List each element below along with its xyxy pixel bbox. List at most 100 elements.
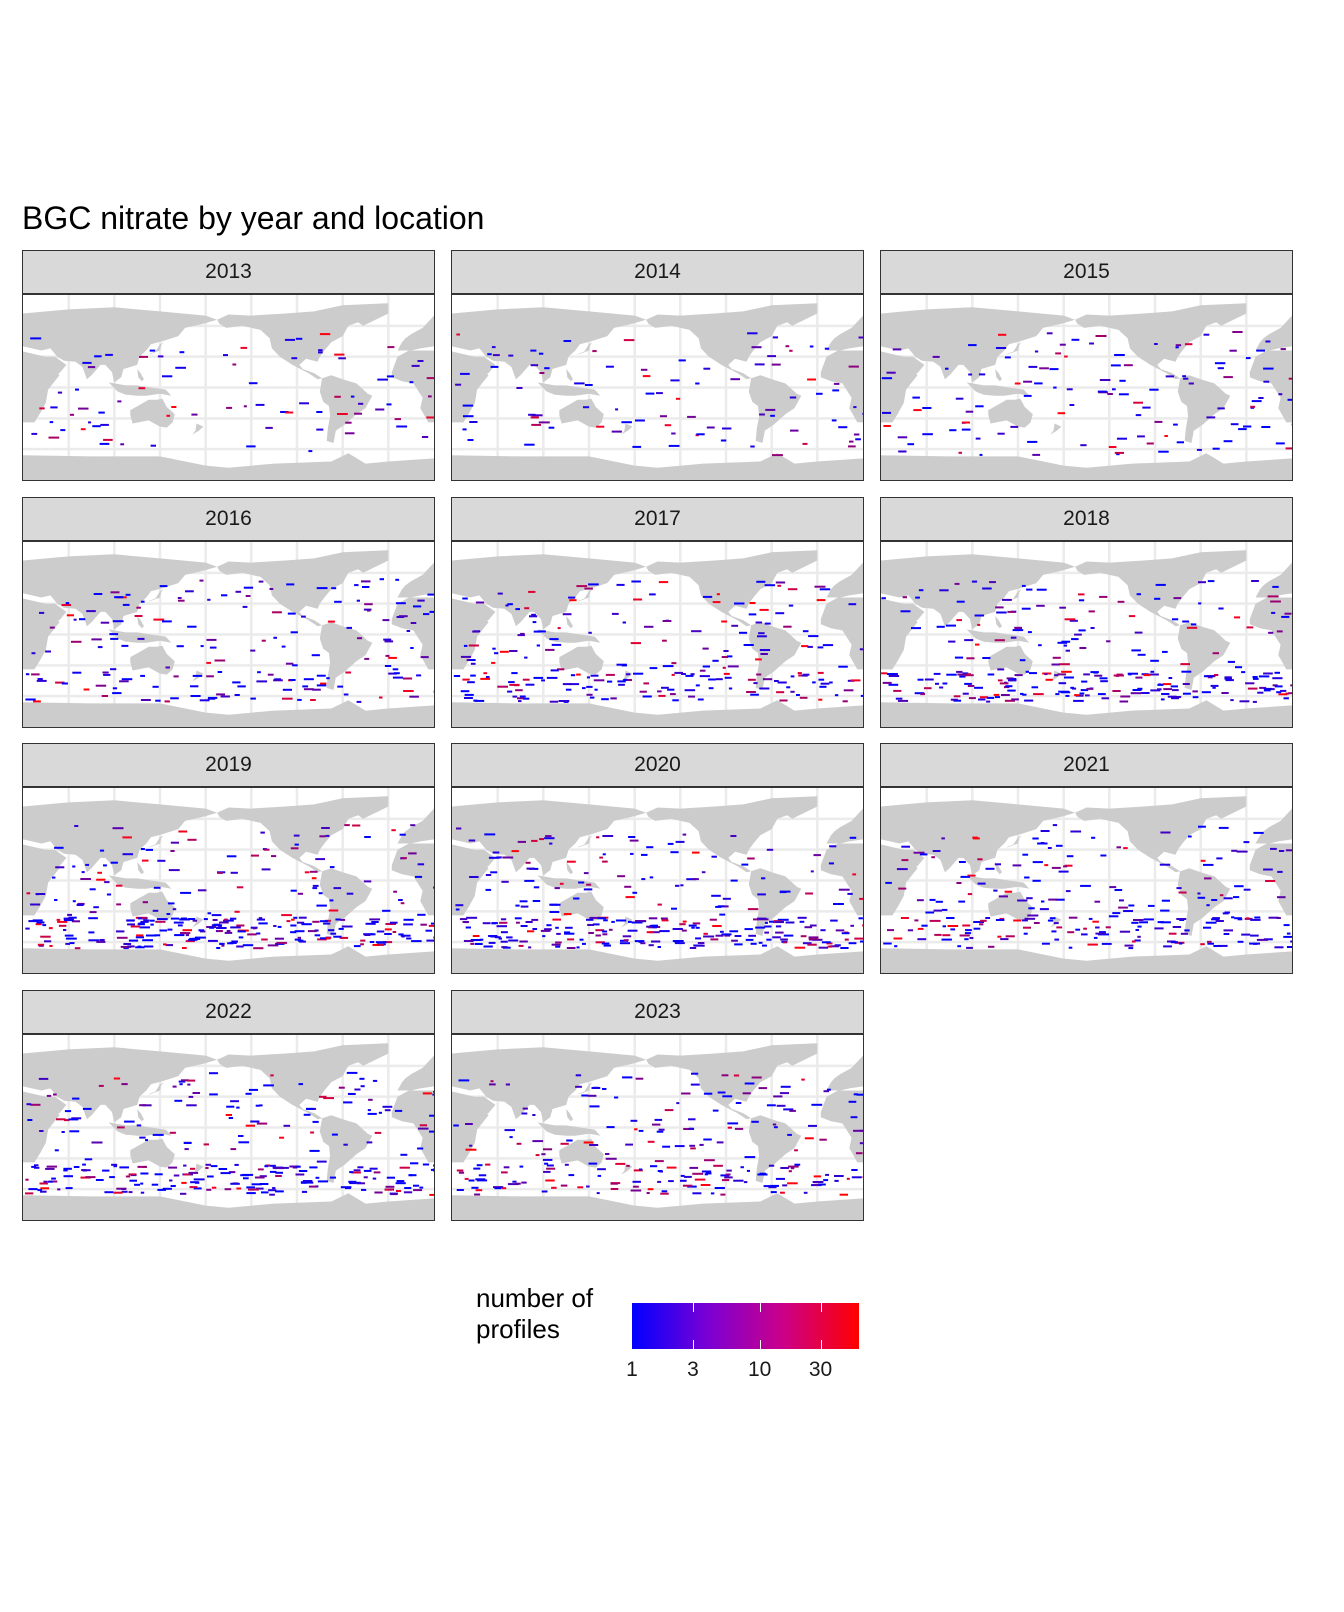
profile-cell — [168, 1166, 178, 1169]
profile-cell — [849, 440, 854, 443]
profile-cell — [178, 1080, 186, 1083]
profile-cell — [812, 938, 823, 941]
profile-cell — [929, 898, 936, 901]
profile-cell — [746, 1169, 750, 1172]
land-mass — [148, 589, 164, 602]
profile-cell — [525, 861, 531, 864]
profile-cell — [1173, 597, 1182, 600]
profile-cell — [1039, 367, 1049, 370]
profile-cell — [223, 919, 234, 922]
profile-cell — [597, 1174, 602, 1177]
profile-cell — [1119, 899, 1124, 902]
profile-cell — [1051, 866, 1061, 869]
profile-cell — [469, 1144, 473, 1147]
profile-cell — [465, 1148, 477, 1151]
profile-cell — [45, 650, 51, 653]
profile-cell — [596, 836, 600, 839]
profile-cell — [462, 404, 474, 407]
profile-cell — [706, 426, 715, 429]
profile-cell — [65, 602, 70, 605]
profile-cell — [311, 877, 317, 880]
profile-cell — [1280, 348, 1286, 351]
profile-cell — [230, 1182, 240, 1185]
colorbar-tick-label: 30 — [808, 1358, 833, 1381]
profile-cell — [1243, 425, 1252, 428]
profile-cell — [103, 864, 107, 867]
profile-cell — [1073, 699, 1084, 702]
profile-cell — [206, 638, 217, 641]
profile-cell — [152, 909, 159, 912]
profile-cell — [1203, 863, 1214, 866]
profile-cell — [972, 837, 980, 840]
profile-cell — [491, 346, 496, 349]
profile-cell — [1078, 593, 1085, 596]
profile-cell — [1167, 695, 1177, 698]
profile-cell — [499, 921, 508, 924]
profile-cell — [888, 675, 900, 677]
profile-cell — [103, 673, 111, 676]
profile-cell — [1014, 626, 1022, 629]
profile-cell — [58, 924, 67, 927]
land-mass — [646, 552, 806, 627]
profile-cell — [939, 589, 949, 592]
world-map — [881, 542, 1292, 727]
profile-cell — [248, 1088, 258, 1091]
facet-strip-label: 2019 — [23, 744, 434, 788]
profile-cell — [261, 1191, 269, 1194]
land-mass — [748, 622, 802, 690]
profile-cell — [1123, 364, 1133, 367]
profile-cell — [602, 930, 608, 933]
profile-cell — [772, 936, 781, 939]
profile-cell — [527, 930, 535, 933]
profile-cell — [375, 408, 385, 411]
land-mass — [537, 1122, 601, 1136]
profile-cell — [597, 917, 607, 920]
profile-cell — [1064, 676, 1074, 679]
profile-cell — [900, 917, 909, 919]
profile-cell — [596, 1192, 600, 1195]
profile-cell — [79, 618, 86, 621]
land-mass — [1200, 796, 1247, 819]
profile-cell — [69, 942, 75, 945]
profile-cell — [751, 346, 762, 349]
profile-cell — [285, 662, 294, 665]
profile-cell — [65, 942, 70, 945]
profile-cell — [776, 1104, 786, 1107]
profile-cell — [820, 682, 830, 685]
land-mass — [577, 835, 593, 848]
profile-cell — [541, 1153, 546, 1156]
world-map — [452, 788, 863, 973]
profile-cell — [230, 871, 238, 874]
profile-cell — [25, 927, 30, 930]
profile-cell — [503, 1166, 510, 1169]
profile-cell — [360, 943, 364, 946]
profile-cell — [664, 1109, 674, 1112]
profile-cell — [301, 615, 306, 618]
profile-cell — [115, 884, 123, 887]
profile-cell — [492, 647, 496, 650]
profile-cell — [1277, 896, 1286, 899]
profile-cell — [1150, 689, 1161, 692]
profile-cell — [1285, 447, 1292, 450]
profile-cell — [255, 403, 265, 406]
profile-cell — [813, 1183, 819, 1186]
profile-cell — [1100, 680, 1108, 683]
profile-cell — [734, 943, 743, 946]
profile-cell — [312, 688, 321, 691]
profile-cell — [205, 1163, 211, 1166]
profile-cell — [913, 851, 925, 854]
profile-cell — [635, 1077, 644, 1080]
profile-cell — [555, 941, 562, 944]
profile-cell — [955, 397, 964, 400]
profile-cell — [1135, 414, 1142, 417]
profile-cell — [1022, 693, 1027, 696]
profile-cell — [680, 884, 684, 887]
profile-cell — [640, 368, 648, 371]
profile-cell — [763, 1185, 772, 1188]
profile-cell — [295, 337, 303, 340]
profile-cell — [958, 861, 966, 863]
profile-cell — [64, 1110, 72, 1113]
profile-cell — [169, 1179, 173, 1182]
profile-cell — [1170, 685, 1178, 688]
profile-cell — [833, 382, 840, 385]
